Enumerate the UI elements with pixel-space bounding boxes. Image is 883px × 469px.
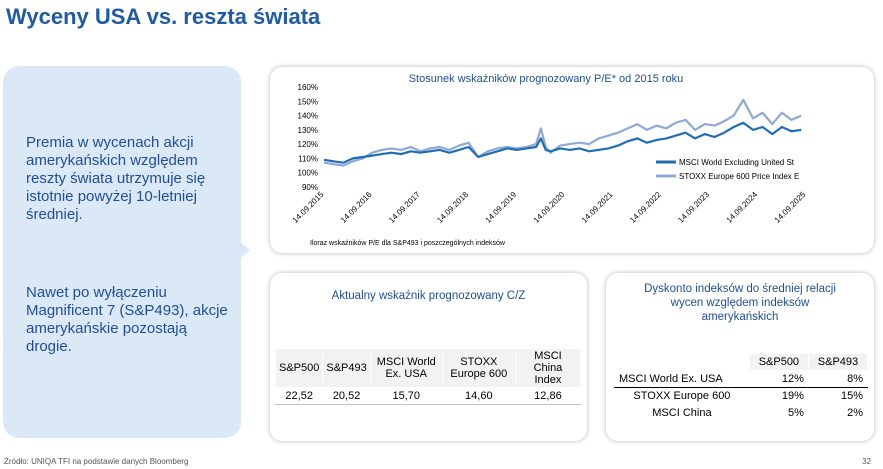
y-tick-label: 150%	[298, 97, 318, 106]
pe-ratio-chart-panel: Stosunek wskaźników prognozowany P/E* od…	[270, 67, 874, 253]
discount-cell: 19%	[748, 387, 809, 405]
y-tick-label: 90%	[302, 183, 318, 192]
chart-title: Stosunek wskaźników prognozowany P/E* od…	[409, 73, 684, 85]
x-tick-label: 14.09.2025	[773, 190, 808, 225]
series-line-stoxx-600	[323, 98, 802, 167]
page-number: 32	[862, 457, 871, 466]
chart-footnote: Iloraz wskaźników P/E dla S&P493 i poszc…	[310, 240, 506, 247]
discount-cell: 2%	[807, 404, 869, 422]
commentary-pointer	[236, 238, 250, 262]
x-tick-label: 14.09.2017	[387, 190, 422, 225]
discount-row-label: MSCI China	[614, 404, 750, 422]
y-tick-label: 140%	[298, 112, 318, 121]
x-tick-label: 14.09.2016	[339, 190, 374, 225]
legend-label: STOXX Europe 600 Price Index E	[679, 172, 799, 181]
source-footer: Źródło: UNIQA TFI na podstawie danych Bl…	[4, 457, 189, 466]
commentary-box	[3, 66, 241, 438]
discount-row-label: MSCI World Ex. USA	[614, 370, 750, 388]
current-pe-title: Aktualny wskaźnik prognozowany C/Z	[331, 290, 526, 302]
y-tick-label: 160%	[298, 83, 318, 92]
header-msci-world-ex-usa: MSCI World Ex. USA	[369, 348, 443, 388]
value-sp493: 20,52	[322, 387, 371, 405]
value-msci-world-ex-usa: 15,70	[369, 387, 443, 405]
header-stoxx-600: STOXX Europe 600	[441, 348, 516, 388]
commentary-text-1: Premia w wycenach akcji amerykańskich wz…	[26, 134, 206, 223]
discount-panel: Dyskonto indeksów do średniej relacji wy…	[606, 273, 874, 441]
current-pe-table: S&P500 S&P493 MSCI World Ex. USA STOXX E…	[274, 348, 582, 405]
header-sp493: S&P493	[322, 348, 371, 388]
legend-label: MSCI World Excluding United St	[679, 158, 795, 167]
discount-cell: 12%	[748, 370, 809, 388]
discount-corner	[614, 353, 750, 371]
current-pe-panel: Aktualny wskaźnik prognozowany C/Z S&P50…	[270, 273, 587, 441]
discount-cell: 8%	[807, 370, 869, 388]
y-tick-label: 120%	[298, 140, 318, 149]
x-tick-label: 14.09.2021	[580, 190, 615, 225]
header-msci-china: MSCI China Index	[514, 348, 582, 388]
value-stoxx-600: 14,60	[441, 387, 516, 405]
x-tick-label: 14.09.2023	[676, 190, 711, 225]
y-tick-label: 130%	[298, 126, 318, 135]
pe-ratio-chart: Stosunek wskaźników prognozowany P/E* od…	[291, 73, 808, 247]
x-tick-label: 14.09.2018	[435, 190, 470, 225]
discount-title: Dyskonto indeksów do średniej relacji wy…	[644, 283, 836, 323]
header-sp500: S&P500	[274, 348, 324, 388]
value-msci-china: 12,86	[514, 387, 582, 405]
y-tick-label: 110%	[298, 154, 318, 163]
discount-header-sp500: S&P500	[748, 353, 809, 371]
x-tick-label: 14.09.2020	[532, 190, 567, 225]
discount-cell: 5%	[748, 404, 809, 422]
value-sp500: 22,52	[274, 387, 324, 405]
x-tick-label: 14.09.2024	[725, 190, 760, 225]
discount-header-sp493: S&P493	[807, 353, 869, 371]
discount-table: S&P500 S&P493 MSCI World Ex. USA 12% 8% …	[614, 353, 869, 422]
x-tick-label: 14.09.2019	[484, 190, 519, 225]
discount-row-label: STOXX Europe 600	[614, 387, 750, 405]
slide-title: Wyceny USA vs. reszta świata	[6, 4, 321, 29]
x-tick-label: 14.09.2022	[628, 190, 663, 225]
discount-cell: 15%	[807, 387, 869, 405]
series-line-msci-world-ex-us	[323, 121, 802, 164]
commentary-text-2: Nawet po wyłączeniu Magnificent 7 (S&P49…	[26, 284, 228, 355]
x-tick-label: 14.09.2015	[291, 190, 326, 225]
y-tick-label: 100%	[298, 169, 318, 178]
